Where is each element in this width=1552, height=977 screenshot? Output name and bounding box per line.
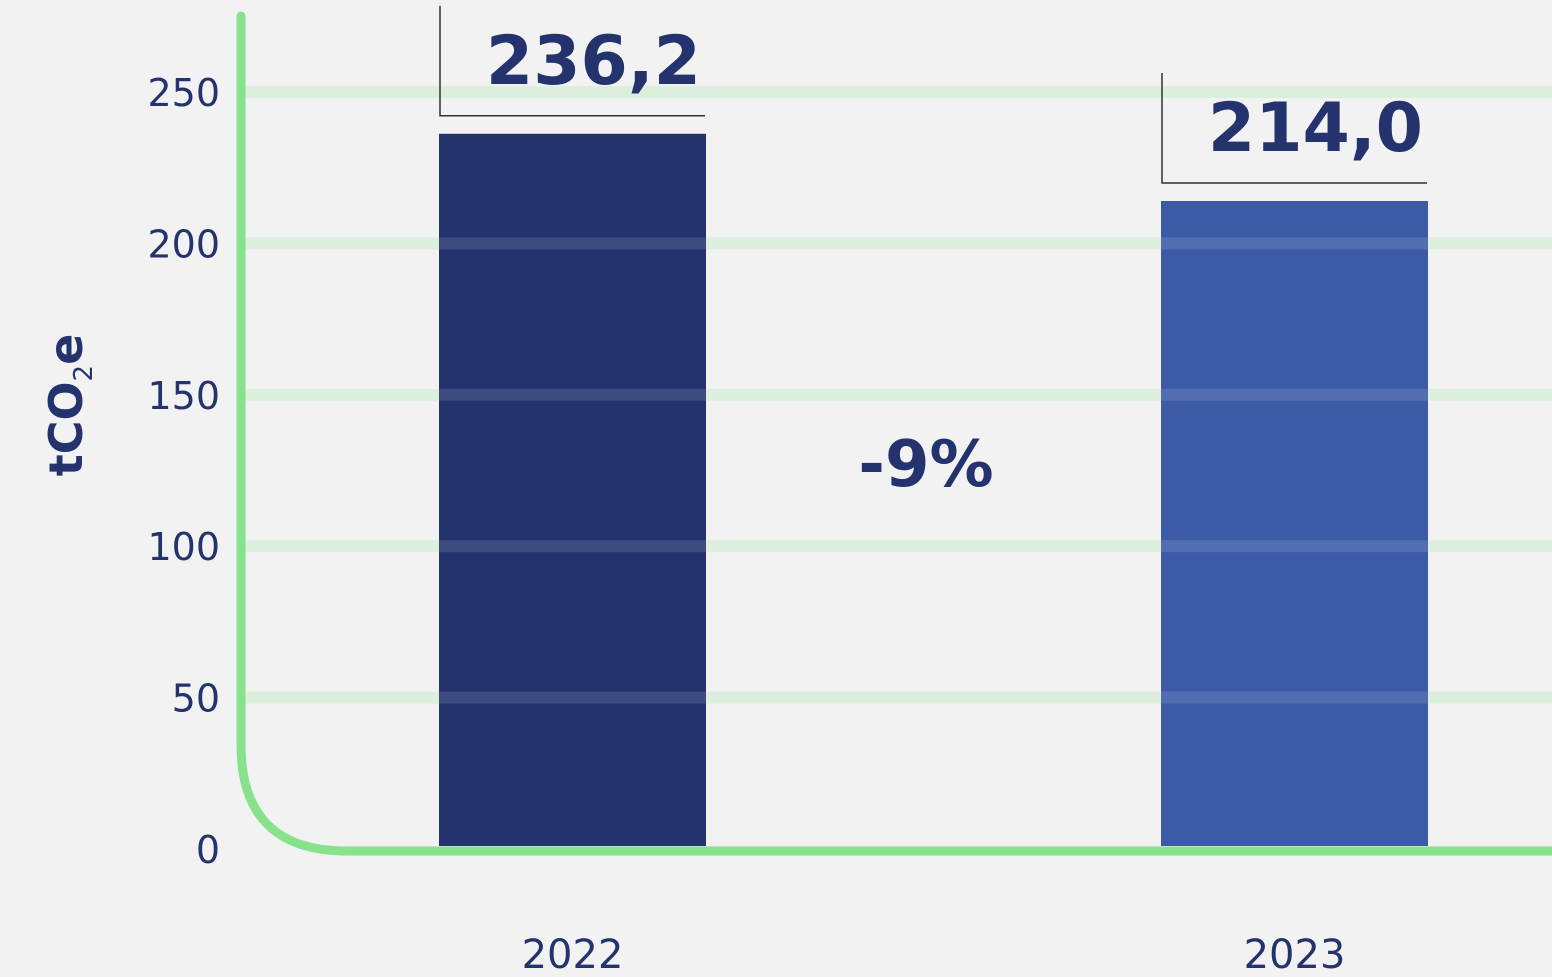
y-axis-label-end: e bbox=[39, 334, 93, 365]
bar-grid-overlay bbox=[1161, 237, 1428, 250]
bar-grid-overlay bbox=[439, 691, 706, 704]
y-axis-label: tCO2e bbox=[39, 334, 99, 477]
data-label: 214,0 bbox=[1208, 89, 1423, 168]
bar-grid-overlay bbox=[1161, 691, 1428, 704]
bar-grid-overlay bbox=[1161, 388, 1428, 401]
data-label-bracket bbox=[439, 5, 705, 117]
x-tick-label: 2022 bbox=[522, 932, 624, 977]
x-tick-labels: 2022 2023 bbox=[522, 932, 1346, 977]
data-labels: 236,2 214,0 bbox=[439, 5, 1427, 184]
axis-line bbox=[236, 11, 1552, 856]
bar-grid-overlay bbox=[439, 540, 706, 553]
y-tick-label: 150 bbox=[147, 374, 220, 418]
bars bbox=[439, 133, 1428, 847]
bar-2022 bbox=[439, 133, 706, 847]
data-label-bracket bbox=[1161, 73, 1427, 184]
y-tick-label: 200 bbox=[147, 222, 220, 266]
change-annotation: -9% bbox=[858, 428, 993, 502]
y-tick-label: 50 bbox=[172, 677, 220, 721]
y-tick-labels: 0 50 100 150 200 250 bbox=[147, 71, 220, 872]
data-label: 236,2 bbox=[486, 22, 701, 101]
bar-grid-overlay bbox=[1161, 540, 1428, 553]
bar-grid-overlay bbox=[439, 237, 706, 250]
y-tick-label: 100 bbox=[147, 525, 220, 569]
y-tick-label: 0 bbox=[196, 828, 220, 872]
x-tick-label: 2023 bbox=[1244, 932, 1346, 977]
bar-2023 bbox=[1161, 201, 1428, 846]
y-tick-label: 250 bbox=[147, 71, 220, 115]
y-axis-label-main: tCO bbox=[39, 381, 93, 476]
y-axis-label-subscript: 2 bbox=[69, 365, 99, 382]
bar-grid-overlay bbox=[439, 388, 706, 401]
